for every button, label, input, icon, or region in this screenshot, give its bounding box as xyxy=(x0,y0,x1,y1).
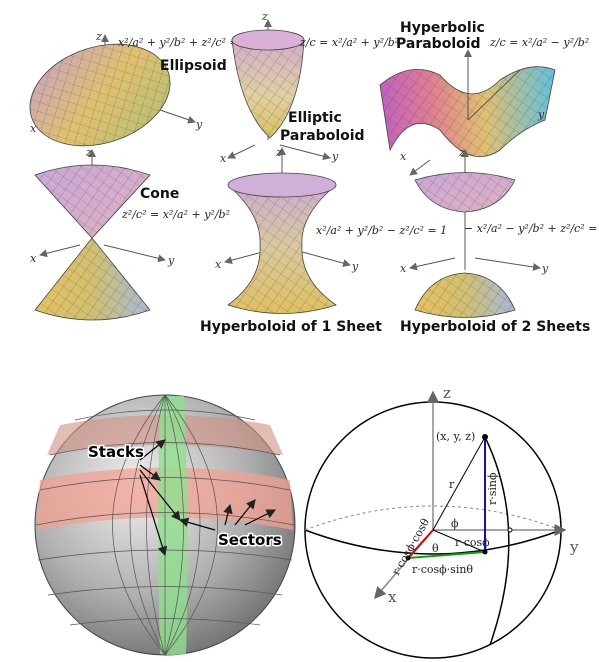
axis-label-y: y xyxy=(537,108,545,121)
axis-label-y: y xyxy=(351,260,359,273)
hyperbolic-paraboloid-title-1: Hyperbolic xyxy=(400,20,485,36)
hyperboloid-two-sheets-equation: − x²/a² − y²/b² + z²/c² = 1 xyxy=(464,222,599,235)
r-label: r xyxy=(449,478,455,491)
sph-x-label: x xyxy=(388,588,397,606)
ellipsoid-title: Ellipsoid xyxy=(160,58,227,74)
hyperbolic-paraboloid-panel: x y Hyperbolic Paraboloid z/c = x²/a² − … xyxy=(379,20,589,176)
r-sin-phi-label: r·sinϕ xyxy=(486,472,499,505)
axis-label-x: x xyxy=(215,258,222,271)
axis-label-z: z xyxy=(458,146,465,159)
ellipsoid-equation: x²/a² + y²/b² + z²/c² = 1 xyxy=(118,36,249,49)
hyperboloid-two-sheets-title: Hyperboloid of 2 Sheets xyxy=(400,319,590,335)
radius-line xyxy=(432,436,486,531)
hyperbolic-paraboloid-title-2: Paraboloid xyxy=(396,36,481,52)
theta-label: θ xyxy=(432,542,439,555)
sectors-label: Sectors xyxy=(218,531,282,549)
sector-highlight xyxy=(158,396,188,655)
point-marker xyxy=(482,434,488,440)
axis-label-y: y xyxy=(195,118,203,131)
axis-label-x: x xyxy=(220,152,227,165)
projection-line xyxy=(432,529,486,553)
hyperboloid-one-sheet-title: Hyperboloid of 1 Sheet xyxy=(200,319,382,335)
axis-label-z: z xyxy=(95,30,102,43)
axis-label-x: x xyxy=(30,252,37,265)
elliptic-paraboloid-panel: z x y z/c = x²/a² + y²/b² Elliptic Parab… xyxy=(220,10,399,165)
elliptic-paraboloid-title-1: Elliptic xyxy=(288,110,342,126)
sphere-mesh-panel: Stacks Sectors xyxy=(34,394,296,656)
axis-label-z: z xyxy=(261,10,268,23)
hyperboloid-one-sheet-equation: x²/a² + y²/b² − z²/c² = 1 xyxy=(316,224,447,237)
hyperboloid-one-sheet-panel: z x y x²/a² + y²/b² − z²/c² = 1 Hyperbol… xyxy=(200,146,447,335)
axis-label-y: y xyxy=(541,262,549,275)
elliptic-paraboloid-title-2: Paraboloid xyxy=(280,128,365,144)
y-component-segment xyxy=(407,551,486,559)
phi-label: ϕ xyxy=(451,517,459,530)
cone-title: Cone xyxy=(140,186,179,202)
axis-label-z: z xyxy=(85,146,92,159)
cone-equation: z²/c² = x²/a² + y²/b² xyxy=(121,208,230,221)
axis-label-x: x xyxy=(30,122,37,135)
r-cos-phi-label: r·cosϕ xyxy=(455,536,490,549)
y-expression-label: r·cosϕ·sinθ xyxy=(412,563,473,576)
axis-label-y: y xyxy=(167,254,175,267)
cone-panel: z x y Cone z²/c² = x²/a² + y²/b² xyxy=(30,146,230,321)
axis-label-z: z xyxy=(275,146,282,159)
spherical-coordinates-panel: z y x (x, y, z) r ϕ θ r·cosϕ r·sinϕ r·co… xyxy=(304,384,579,659)
x-component-segment xyxy=(407,529,434,559)
axis-label-x: x xyxy=(400,150,407,163)
hyperbolic-paraboloid-equation: z/c = x²/a² − y²/b² xyxy=(489,36,589,49)
sph-z-label: z xyxy=(443,384,451,402)
ellipsoid-panel: z x y x²/a² + y²/b² + z²/c² = 1 Ellipsoi… xyxy=(29,30,249,147)
axis-label-x: x xyxy=(400,262,407,275)
sph-y-label: y xyxy=(569,538,579,556)
hyperboloid-two-sheets-panel: z x y − x²/a² − y²/b² + z²/c² = 1 Hyperb… xyxy=(400,146,599,335)
elliptic-paraboloid-equation: z/c = x²/a² + y²/b² xyxy=(299,36,399,49)
stacks-label: Stacks xyxy=(88,443,144,461)
point-label: (x, y, z) xyxy=(436,430,475,443)
axis-label-y: y xyxy=(331,150,339,163)
